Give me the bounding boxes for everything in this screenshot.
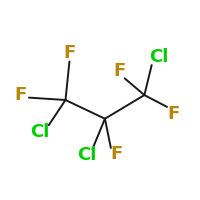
- Text: F: F: [14, 86, 26, 104]
- Text: F: F: [168, 105, 180, 123]
- Text: Cl: Cl: [149, 48, 169, 66]
- Text: Cl: Cl: [30, 123, 50, 141]
- Text: F: F: [114, 62, 126, 80]
- Text: Cl: Cl: [77, 146, 97, 164]
- Text: F: F: [63, 44, 76, 62]
- Text: F: F: [111, 145, 123, 163]
